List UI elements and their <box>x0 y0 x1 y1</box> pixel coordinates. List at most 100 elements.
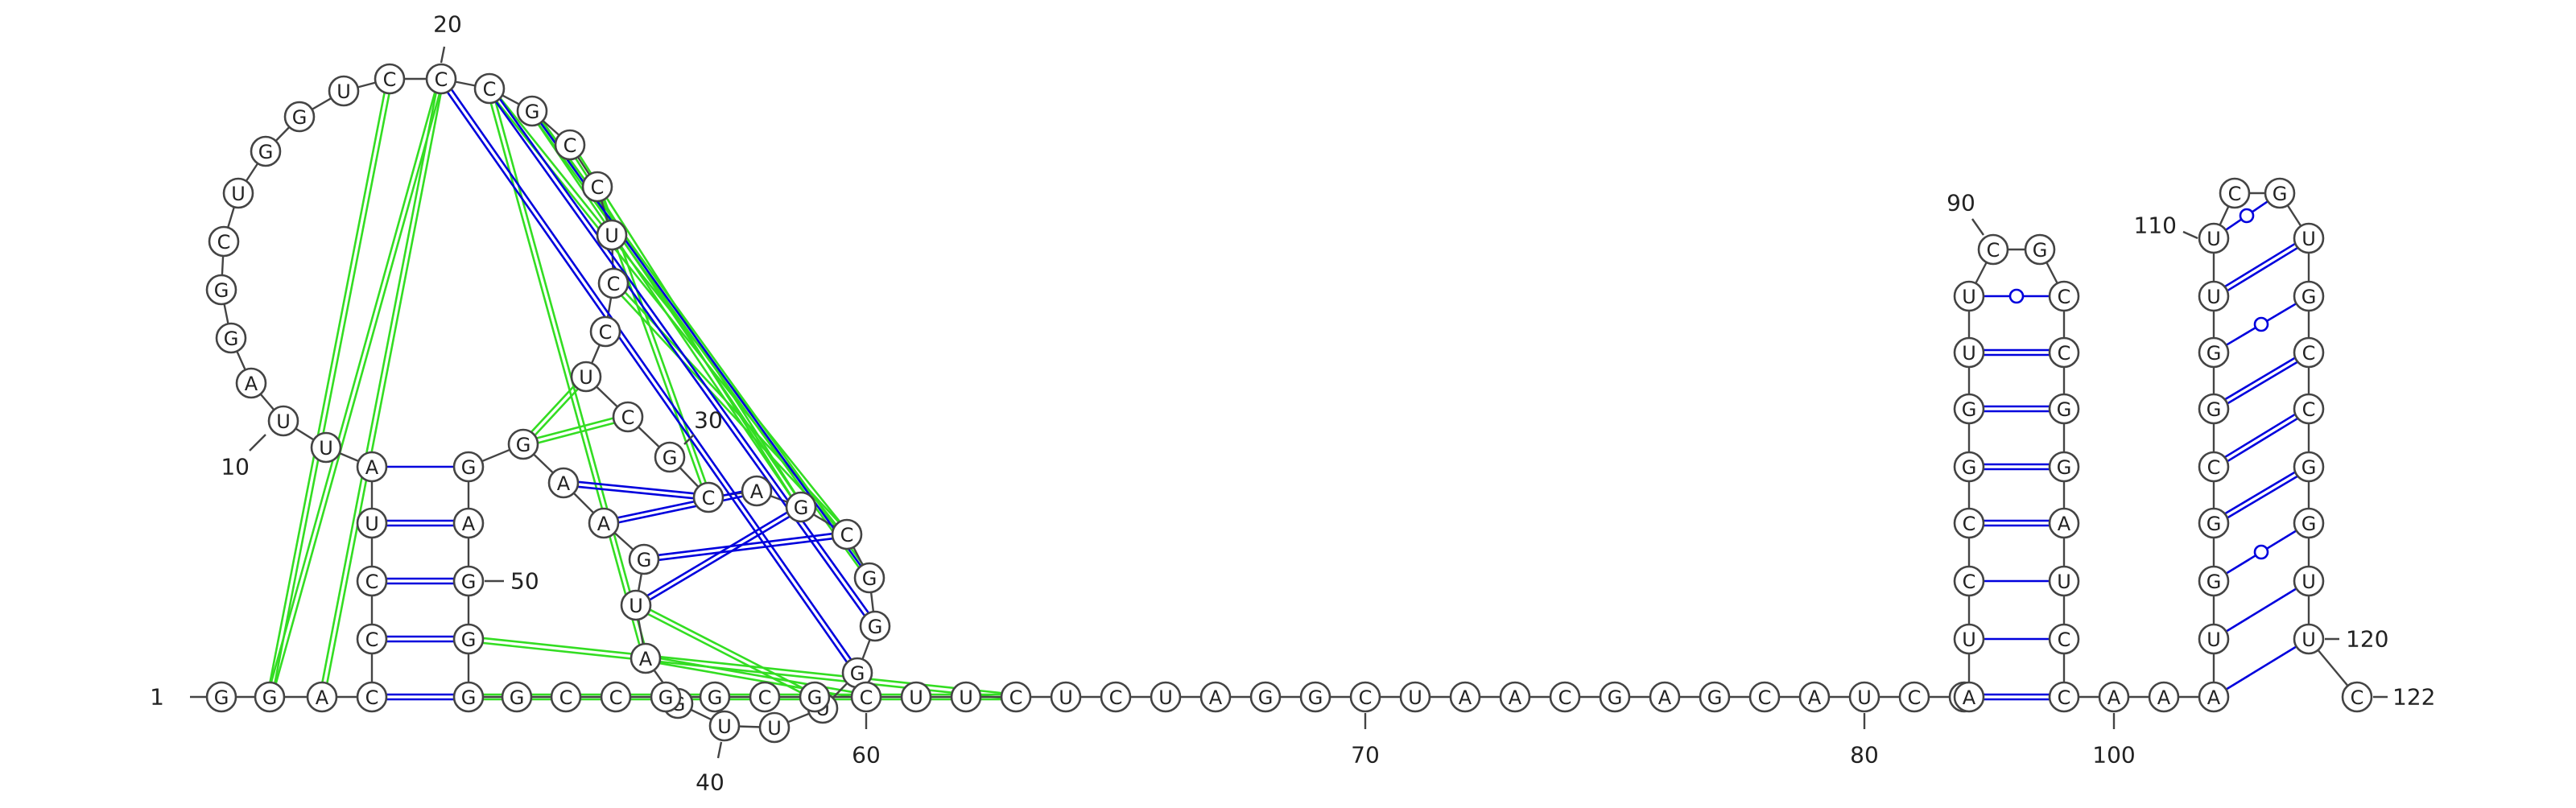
nucleotide-base: C <box>2302 342 2316 365</box>
nucleotide-5: C <box>356 623 388 655</box>
nucleotide-base: G <box>525 101 540 123</box>
nucleotide-circle <box>859 610 891 642</box>
nucleotide-21: C <box>473 72 506 105</box>
nucleotide-circle <box>2098 681 2130 713</box>
nucleotide-circle <box>452 623 485 655</box>
nucleotide-114: U <box>2293 222 2325 254</box>
nucleotide-base: G <box>1962 398 1977 421</box>
nucleotide-26: C <box>597 267 630 299</box>
nucleotide-circle <box>597 267 630 299</box>
nucleotide-15: U <box>222 177 254 209</box>
nucleotide-base: U <box>2207 286 2221 308</box>
position-label-122: 122 <box>2392 684 2435 711</box>
nucleotide-circle <box>1249 681 1282 713</box>
nucleotide-base: U <box>1962 286 1976 308</box>
nucleotide-base: C <box>2058 629 2071 651</box>
canonical-pair-line <box>577 485 694 500</box>
wobble-pair-dot <box>2008 288 2025 304</box>
nucleotide-base: G <box>2207 398 2222 421</box>
nucleotide-circle <box>2048 681 2080 713</box>
nucleotide-base: C <box>1359 686 1373 709</box>
nucleotide-circle <box>250 135 282 167</box>
nucleotide-circle <box>2293 623 2325 655</box>
nucleotide-48: G <box>452 451 485 483</box>
nucleotide-base: G <box>461 686 477 709</box>
canonical-pair-line <box>450 89 852 661</box>
nucleotide-base: C <box>217 231 231 254</box>
nucleotide-layer: GGACCCUAUUAGGCUGGUCCCGCCUCCUCGCAGCGGGUUU… <box>205 63 2373 744</box>
nucleotide-base: U <box>336 80 351 103</box>
nucleotide-circle <box>2293 222 2325 254</box>
nucleotide-100: C <box>2048 681 2080 713</box>
nucleotide-4: C <box>356 681 388 713</box>
tertiary-interaction-line <box>649 608 803 690</box>
nucleotide-circle <box>850 681 882 713</box>
nucleotide-47: G <box>507 428 539 460</box>
wobble-pair-dot <box>2239 208 2255 224</box>
nucleotide-71: U <box>1399 681 1431 713</box>
position-label-70: 70 <box>1351 742 1380 769</box>
nucleotide-base: G <box>850 662 865 685</box>
nucleotide-113: G <box>2264 177 2296 209</box>
position-tick <box>249 434 266 451</box>
nucleotide-circle <box>581 171 613 203</box>
nucleotide-circle <box>799 681 831 713</box>
tertiary-interaction-line <box>489 102 641 645</box>
nucleotide-circle <box>254 681 286 713</box>
canonical-pair-line <box>2224 242 2296 288</box>
nucleotide-circle <box>356 565 388 597</box>
nucleotide-base: C <box>591 176 605 199</box>
nucleotide-base: C <box>1963 513 1976 535</box>
nucleotide-circle <box>222 177 254 209</box>
nucleotide-base: U <box>605 225 619 247</box>
nucleotide-circle <box>853 562 886 594</box>
position-tick <box>1971 218 1984 236</box>
nucleotide-circle <box>758 711 791 744</box>
nucleotide-23: C <box>554 129 586 161</box>
nucleotide-115: G <box>2293 280 2325 312</box>
nucleotide-36: G <box>859 610 891 642</box>
nucleotide-base: U <box>276 410 291 433</box>
position-tick <box>683 434 695 445</box>
nucleotide-base: G <box>794 497 809 519</box>
nucleotide-circle <box>205 681 237 713</box>
nucleotide-107: C <box>2198 451 2230 483</box>
nucleotide-base: U <box>2301 629 2316 651</box>
nucleotide-base: G <box>868 616 883 638</box>
nucleotide-base: U <box>2301 571 2316 593</box>
nucleotide-base: G <box>2207 513 2222 535</box>
nucleotide-base: C <box>365 629 379 651</box>
nucleotide-base: G <box>2301 286 2317 308</box>
nucleotide-83: A <box>1953 681 1985 713</box>
nucleotide-122: C <box>2341 681 2373 713</box>
nucleotide-39: U <box>758 711 791 744</box>
nucleotide-3: A <box>306 681 338 713</box>
nucleotide-54: C <box>550 681 582 713</box>
nucleotide-circle <box>306 681 338 713</box>
nucleotide-106: G <box>2198 507 2230 539</box>
nucleotide-32: A <box>741 475 773 507</box>
nucleotide-circle <box>612 401 644 433</box>
nucleotide-110: U <box>2198 280 2230 312</box>
nucleotide-base: C <box>2351 686 2364 709</box>
nucleotide-base: C <box>383 68 397 91</box>
nucleotide-8: A <box>356 451 388 483</box>
nucleotide-base: G <box>2033 239 2048 262</box>
nucleotide-base: A <box>750 480 764 503</box>
nucleotide-18: U <box>328 75 360 107</box>
nucleotide-circle <box>501 681 533 713</box>
nucleotide-52: G <box>452 681 485 713</box>
nucleotide-circle <box>1953 623 1985 655</box>
nucleotide-44: G <box>628 543 660 575</box>
nucleotide-circle <box>235 367 267 399</box>
nucleotide-92: G <box>2024 233 2056 266</box>
nucleotide-circle <box>1953 507 1985 539</box>
canonical-pair-line <box>2225 645 2297 691</box>
nucleotide-base: G <box>2301 513 2317 535</box>
nucleotide-base: U <box>1962 629 1976 651</box>
nucleotide-118: G <box>2293 451 2325 483</box>
position-label-60: 60 <box>852 742 881 769</box>
nucleotide-102: A <box>2148 681 2180 713</box>
